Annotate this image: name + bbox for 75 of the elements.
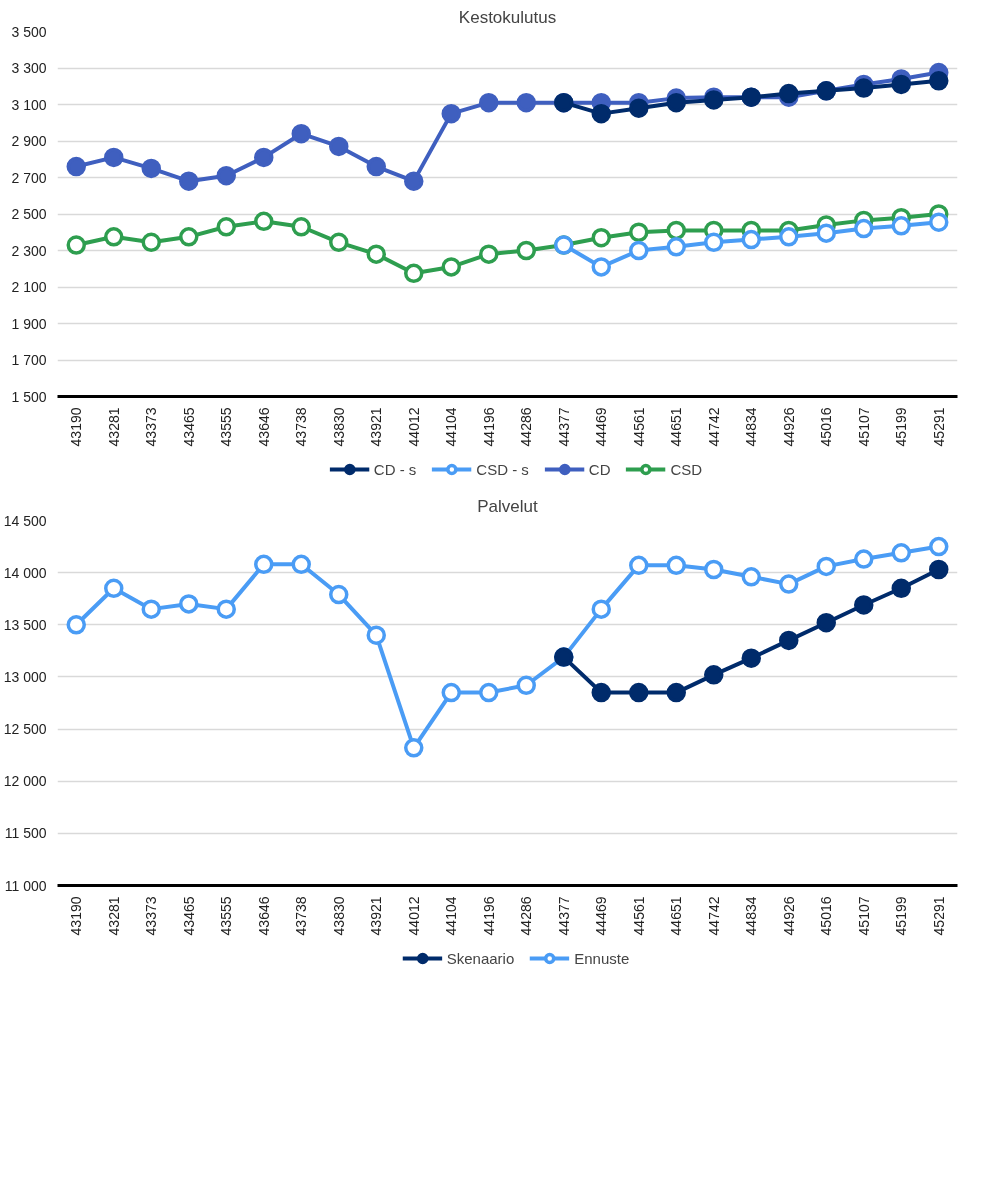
x-tick-label: 44469 [593,407,610,447]
x-tick-label: 45199 [893,407,910,447]
x-tick-label: 44286 [518,407,535,447]
x-tick-label: 44742 [705,896,722,936]
x-tick-label: 44834 [743,407,760,447]
x-tick-label: 43555 [218,896,235,936]
y-tick-label: 11 000 [4,877,47,894]
y-tick-label: 13 500 [3,616,47,633]
x-tick-label: 45291 [930,407,947,447]
legend-label: CD [588,460,611,478]
y-tick-label: 2 300 [11,242,47,259]
y-tick-label: 13 000 [3,668,47,685]
x-tick-label: 43646 [255,896,272,936]
x-tick-label: 45107 [855,896,872,936]
x-tick-label: 44104 [443,896,460,936]
x-tick-label: 44742 [705,407,722,447]
x-tick-label: 43373 [143,896,160,936]
legend-label: Ennuste [574,949,630,967]
x-tick-label: 44196 [480,896,497,936]
legend-label: Skenaario [446,949,515,967]
y-tick-label: 3 300 [11,60,47,76]
x-tick-label: 43373 [143,407,160,447]
y-tick-label: 2 500 [11,206,47,222]
chart-title: Palvelut [477,496,539,516]
legend-label: CD - s [373,460,417,478]
x-tick-label: 44104 [443,407,460,447]
x-tick-label: 45199 [893,896,910,936]
legend-label: CSD - s [476,460,529,478]
x-tick-label: 45016 [818,407,835,447]
x-tick-label: 44469 [593,896,610,936]
y-tick-label: 3 500 [11,23,47,40]
y-tick-label: 1 900 [11,315,47,332]
x-tick-label: 44377 [555,896,572,936]
x-tick-label: 44286 [518,896,535,936]
x-tick-label: 44834 [743,896,760,936]
y-tick-label: 11 500 [4,825,47,842]
y-tick-label: 14 500 [3,512,47,529]
x-tick-label: 43465 [180,407,197,447]
x-tick-label: 43921 [368,407,385,447]
x-tick-label: 44561 [630,896,647,936]
x-tick-label: 43830 [330,407,347,447]
x-tick-label: 43830 [330,896,347,936]
y-tick-label: 1 500 [11,388,47,405]
x-tick-label: 43281 [105,896,122,936]
x-tick-label: 43646 [255,407,272,447]
y-tick-label: 3 100 [11,96,47,113]
x-tick-label: 45291 [930,896,947,936]
y-tick-label: 14 000 [3,564,47,581]
y-tick-label: 1 700 [11,352,47,368]
y-tick-label: 2 900 [11,133,47,149]
x-tick-label: 44651 [668,896,685,936]
chart-title: Kestokulutus [458,7,557,27]
x-tick-label: 44561 [630,407,647,447]
x-tick-label: 44012 [405,407,422,447]
y-tick-label: 2 100 [11,279,47,295]
x-tick-label: 43738 [293,896,310,936]
x-tick-label: 43738 [293,407,310,447]
x-tick-label: 43190 [68,407,85,447]
x-tick-label: 43465 [180,896,197,936]
y-tick-label: 2 700 [11,169,47,186]
x-tick-label: 43921 [368,896,385,936]
x-tick-label: 44377 [555,407,572,447]
x-tick-label: 45016 [818,896,835,936]
x-tick-label: 45107 [855,407,872,447]
x-tick-label: 43190 [68,896,85,936]
x-tick-label: 44196 [480,407,497,447]
y-tick-label: 12 000 [3,773,47,790]
x-tick-label: 44012 [405,896,422,936]
x-tick-label: 44926 [780,407,797,447]
y-tick-label: 12 500 [3,721,47,738]
x-tick-label: 44651 [668,407,685,447]
x-tick-label: 43281 [105,407,122,447]
x-tick-label: 43555 [218,407,235,447]
x-tick-label: 44926 [780,896,797,936]
legend-label: CSD [670,460,703,478]
